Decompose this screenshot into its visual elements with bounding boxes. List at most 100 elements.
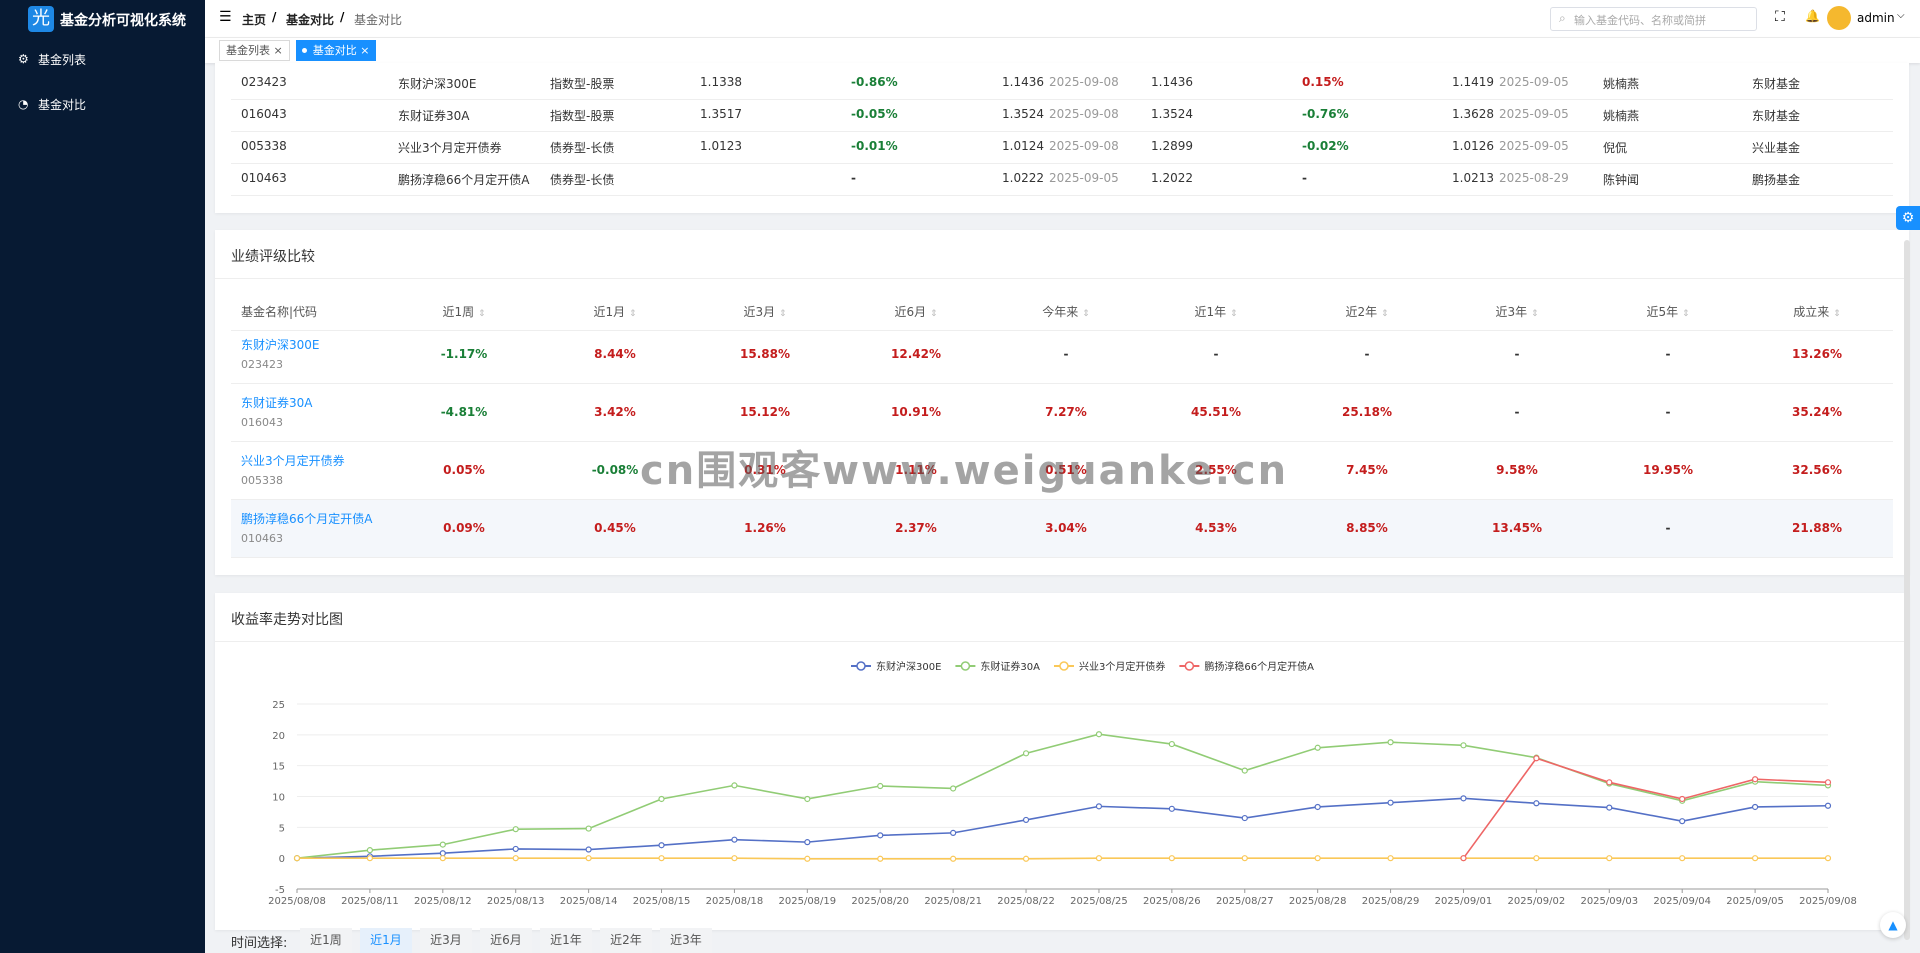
x-tick-label: 2025/08/21 [924,896,982,907]
search-box[interactable]: ⌕ 输入基金代码、名称或简拼 [1550,7,1757,31]
column-header[interactable]: 今年来 ⇕ [1042,305,1090,319]
data-point [658,795,665,803]
fullscreen[interactable]: ⛶ [1775,9,1785,25]
tab-close[interactable]: × [270,44,283,57]
data-point [1460,795,1467,802]
data-point [1533,855,1540,862]
legend-item[interactable]: 兴业3个月定开债券 [1053,660,1165,673]
tab[interactable]: 基金对比 × [295,40,377,61]
legend-item[interactable]: 鹏扬淳稳66个月定开债A [1179,660,1314,673]
row-highlight [231,500,1893,557]
sort-icon[interactable]: ⇕ [477,309,486,319]
table-cell: 1.0126 [1452,139,1494,153]
return-value: 15.12% [740,405,790,419]
filter-option[interactable]: 近1周 [300,928,352,953]
x-tick-label: 2025/08/20 [851,896,909,907]
table-cell: 1.2899 [1151,139,1193,153]
data-point [877,832,884,839]
data-point [1095,803,1103,810]
fund-name[interactable]: 东财证券30A [241,396,313,410]
table-cell: 姚楠燕 [1603,77,1640,91]
filter-option[interactable]: 近6月 [480,928,532,953]
table-cell: 1.2022 [1151,171,1193,185]
column-header[interactable]: 近1年 ⇕ [1194,305,1238,319]
menu-toggle[interactable]: ☰ [219,9,232,25]
column-header[interactable]: 近2年 ⇕ [1345,305,1389,319]
tab[interactable]: 基金列表 × [219,40,290,61]
date: 2025-09-05 [1499,75,1569,89]
return-value: 7.27% [1045,405,1087,419]
data-point [1387,739,1394,746]
y-tick-label: 5 [279,823,285,834]
table-cell: 1.1419 [1452,75,1494,89]
return-value: 0.51% [1045,463,1087,477]
data-point [877,782,884,790]
x-tick-label: 2025/09/05 [1726,896,1784,907]
column-header[interactable]: 近5年 ⇕ [1646,305,1690,319]
filter-option[interactable]: 近2年 [600,928,652,953]
back-to-top[interactable]: ▲ [1880,912,1906,938]
data-point [658,855,665,862]
data-point [1314,803,1321,811]
column-header[interactable]: 近3月 ⇕ [743,305,787,319]
filter-option[interactable]: 近3年 [660,928,712,953]
column-header[interactable]: 近6月 ⇕ [894,305,938,319]
data-point [1679,855,1686,862]
filter-option[interactable]: 近1年 [540,928,592,953]
table-header [231,292,1893,331]
column-header[interactable]: 成立来 ⇕ [1793,305,1841,319]
header: ☰ ⌕ 输入基金代码、名称或简拼 ⛶ 🔔 admin ⌵ 主页 / 基金对比 / 基金对… [205,0,1920,38]
sort-icon[interactable]: ⇕ [1833,309,1841,319]
tab-close[interactable]: × [356,44,370,57]
sort-icon[interactable]: ⇕ [1530,309,1539,319]
column-header[interactable]: 近3年 ⇕ [1495,305,1539,319]
filter-option[interactable]: 近1月 [360,928,412,953]
return-value: -0.08% [591,463,639,477]
avatar[interactable] [1827,6,1851,30]
menu-item[interactable]: 基金列表 [38,53,87,67]
performance-card: 业绩评级比较 基金名称|代码 近1周 ⇕ 近1月 ⇕ 近3月 ⇕ 近6月 ⇕ 今年来 ⇕ 近… [215,230,1909,575]
data-point [1095,731,1103,738]
return-value: 9.58% [1496,463,1538,477]
sort-icon[interactable]: ⇕ [628,309,637,319]
breadcrumb-item[interactable]: 主页 [242,13,267,27]
bell[interactable]: 🔔 [1805,9,1820,23]
data-point [1606,804,1613,811]
sort-icon[interactable]: ⇕ [1380,309,1389,319]
sort-icon[interactable]: ⇕ [929,309,938,319]
filter-option[interactable]: 近3月 [420,928,472,953]
sort-icon[interactable]: ⇕ [1229,309,1238,319]
user-name[interactable]: admin [1857,11,1895,25]
table-cell: 东财基金 [1752,77,1801,91]
fund-name[interactable]: 鹏扬淳稳66个月定开债A [241,512,373,526]
legend-item[interactable]: 东财沪深300E [851,660,941,673]
filter-label: 时间选择: [231,936,288,951]
date: 2025-09-05 [1499,107,1569,121]
column-header[interactable]: 近1月 ⇕ [593,305,637,319]
data-point [1679,795,1686,803]
table-cell: -0.02% [1302,139,1349,153]
return-value: 8.44% [594,347,636,361]
x-tick-label: 2025/08/25 [1070,896,1128,907]
data-point [1168,855,1175,862]
column-header[interactable]: 近1周 ⇕ [442,305,486,319]
search-icon: ⌕ [1559,11,1566,25]
data-point [1168,740,1175,748]
x-tick-label: 2025/08/28 [1289,896,1347,907]
return-value: - [1665,405,1671,419]
sort-icon[interactable]: ⇕ [1082,309,1090,319]
fund-name[interactable]: 兴业3个月定开债券 [241,454,345,468]
sort-icon[interactable]: ⇕ [778,309,787,319]
breadcrumb-item[interactable]: 基金对比 [286,13,335,27]
sort-icon[interactable]: ⇕ [1681,309,1690,319]
tab-bar: 基金列表 × 基金对比 × [205,38,1920,63]
table-cell: 指数型-股票 [550,109,615,123]
fund-name[interactable]: 东财沪深300E [241,338,320,352]
settings-button[interactable]: ⚙ [1896,206,1920,230]
x-tick-label: 2025/08/18 [706,896,764,907]
menu-item[interactable]: 基金对比 [38,98,87,112]
legend-item[interactable]: 东财证券30A [955,660,1040,673]
column-header[interactable]: 基金名称|代码 [241,305,318,319]
return-value: 25.18% [1342,405,1392,419]
